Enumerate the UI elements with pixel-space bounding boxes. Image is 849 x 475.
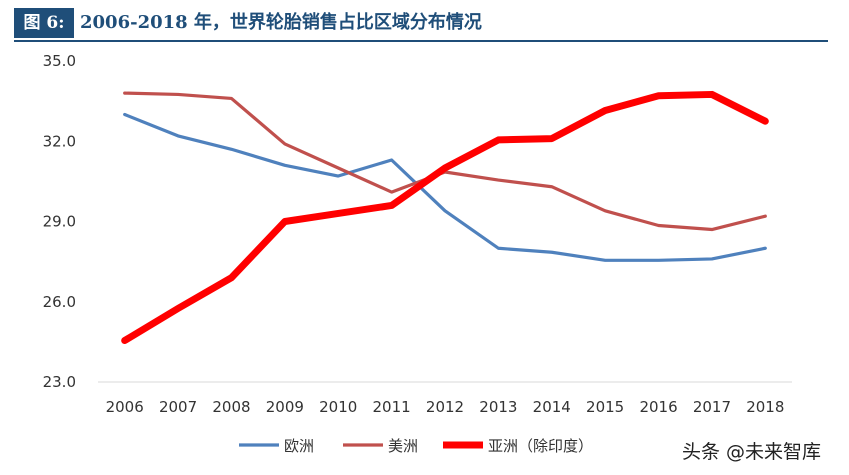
x-tick-label: 2010 [319, 398, 357, 416]
legend-label: 欧洲 [284, 437, 314, 455]
legend: 欧洲 美洲 亚洲（除印度） [239, 437, 593, 455]
x-tick-label: 2007 [159, 398, 197, 416]
watermark: 头条 @未来智库 [682, 441, 822, 463]
series-line-1 [123, 112, 767, 262]
x-tick-label: 2006 [106, 398, 144, 416]
axes: 23.0 26.0 29.0 32.0 35.0 2006 2007 2008 2009 2010… [43, 52, 792, 416]
x-tick-label: 2013 [479, 398, 517, 416]
x-tick-label: 2011 [373, 398, 411, 416]
y-tick-label: 35.0 [43, 52, 76, 70]
figure-title: 2006-2018 年，世界轮胎销售占比区域分布情况 [80, 12, 482, 33]
figure-label: 图 6: [14, 8, 74, 38]
x-tick-label: 2018 [746, 398, 784, 416]
legend-label: 美洲 [388, 437, 418, 455]
header-divider [14, 40, 828, 42]
x-tick-label: 2017 [693, 398, 731, 416]
y-tick-label: 26.0 [43, 293, 76, 311]
legend-label: 亚洲（除印度） [488, 437, 593, 455]
series-layer [121, 90, 769, 345]
x-tick-label: 2016 [639, 398, 677, 416]
y-tick-label: 32.0 [43, 132, 76, 150]
x-tick-label: 2014 [533, 398, 571, 416]
series-line-3 [121, 90, 769, 345]
x-tick-label: 2009 [266, 398, 304, 416]
figure-header: 图 6: 2006-2018 年，世界轮胎销售占比区域分布情况 [14, 6, 828, 42]
x-tick-label: 2015 [586, 398, 624, 416]
x-tick-label: 2008 [212, 398, 250, 416]
y-tick-label: 23.0 [43, 373, 76, 391]
x-tick-label: 2012 [426, 398, 464, 416]
y-tick-label: 29.0 [43, 213, 76, 231]
